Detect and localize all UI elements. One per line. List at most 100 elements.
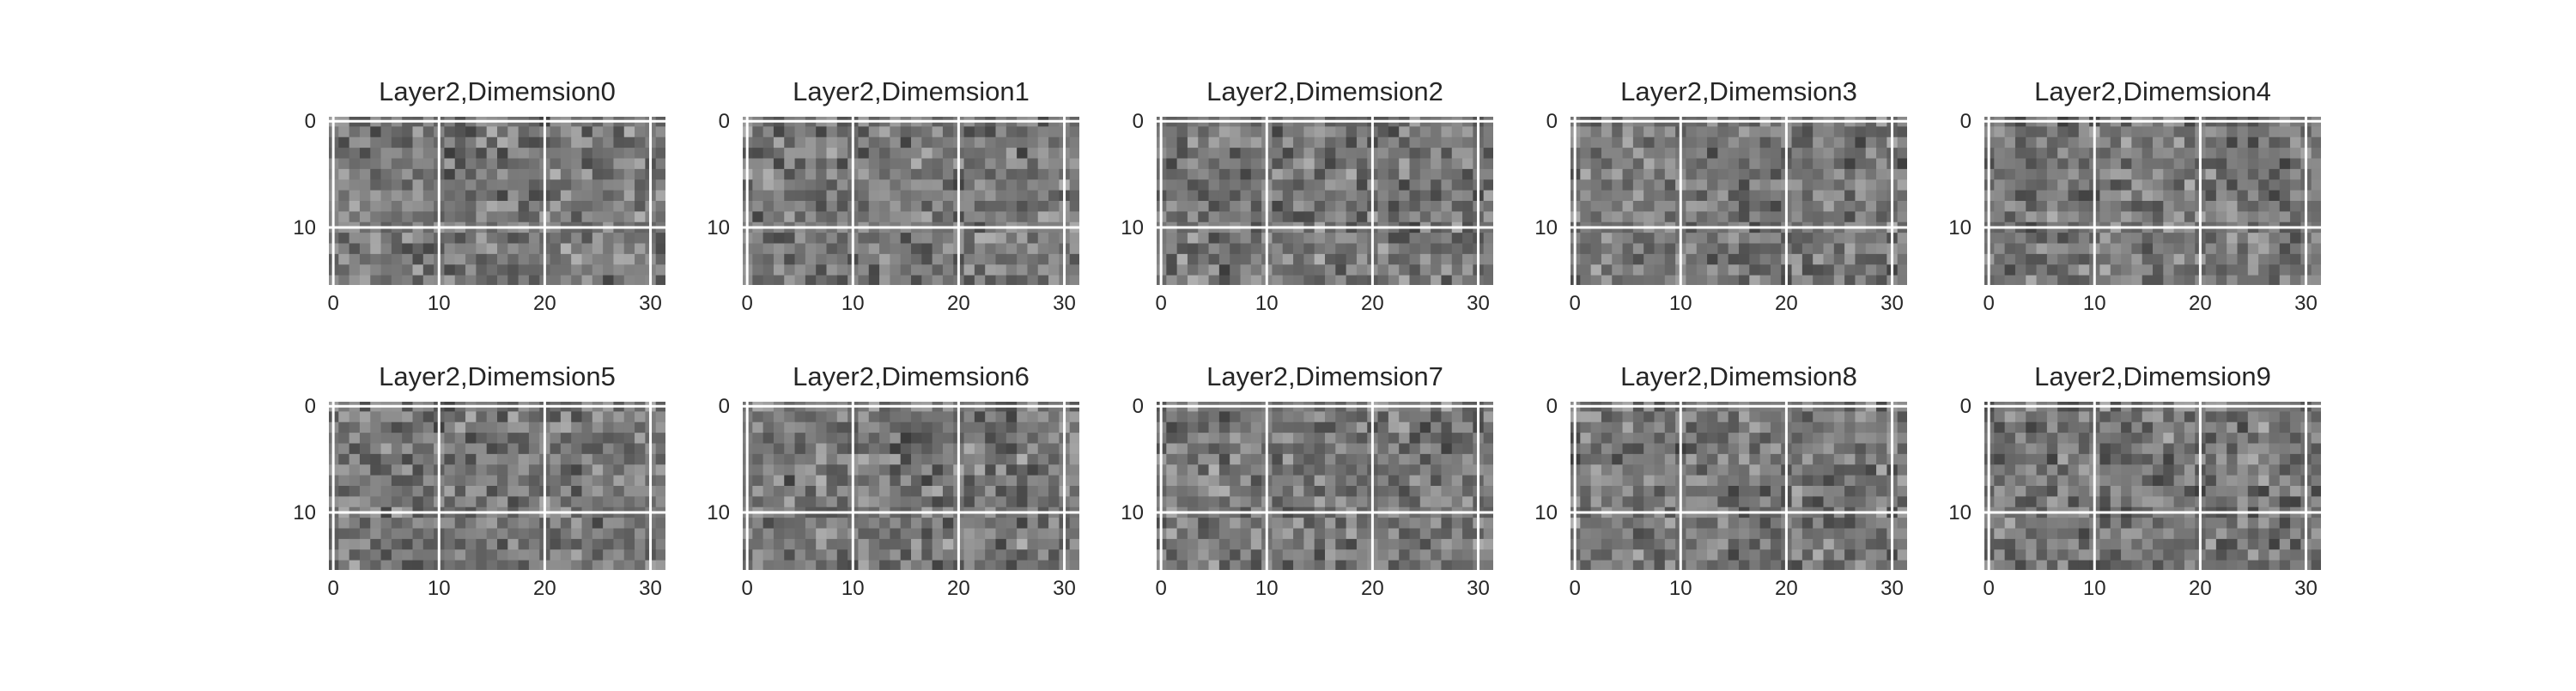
heatmap-cell — [1048, 561, 1060, 572]
heatmap-cell — [582, 169, 593, 180]
y-tick-label: 10 — [1121, 501, 1144, 524]
heatmap-cell — [519, 276, 530, 287]
heatmap-cell — [901, 126, 912, 137]
heatmap-cell — [1771, 444, 1782, 455]
heatmap-cell — [879, 137, 890, 149]
heatmap-cell — [2290, 444, 2301, 455]
heatmap-cell — [2047, 411, 2058, 422]
y-tick-label: 10 — [707, 216, 730, 239]
heatmap-cell — [795, 233, 806, 244]
heatmap-cell — [1198, 539, 1209, 550]
heatmap-cell — [1643, 211, 1655, 222]
heatmap-cell — [1166, 276, 1177, 287]
heatmap-cell — [392, 549, 403, 561]
heatmap-cell — [1357, 148, 1368, 159]
heatmap-cell — [1017, 276, 1028, 287]
heatmap-cell — [465, 244, 477, 255]
heatmap-cell — [1230, 422, 1241, 433]
heatmap-cell — [1484, 148, 1495, 159]
heatmap-cell — [1166, 148, 1177, 159]
heatmap-cell — [1834, 464, 1845, 476]
heatmap-cell — [402, 464, 413, 476]
heatmap-cell — [582, 411, 593, 422]
heatmap-cell — [1898, 264, 1909, 276]
heatmap-cell — [1802, 264, 1814, 276]
heatmap-cell — [2312, 264, 2323, 276]
heatmap-cell — [1219, 422, 1230, 433]
heatmap-cell — [2131, 433, 2142, 444]
heatmap-cell — [1038, 137, 1049, 149]
heatmap-cell — [561, 549, 572, 561]
heatmap-cell — [911, 422, 922, 433]
heatmap-cell — [1728, 159, 1740, 170]
heatmap-cell — [2227, 244, 2238, 255]
heatmap-cell — [1431, 264, 1442, 276]
heatmap-cell — [613, 159, 624, 170]
heatmap-cell — [1834, 411, 1845, 422]
heatmap-cell — [1612, 539, 1623, 550]
heatmap-cell — [837, 476, 848, 487]
heatmap-cell — [2290, 244, 2301, 255]
heatmap-cell — [349, 264, 361, 276]
heatmap-cell — [1749, 276, 1760, 287]
heatmap-cell — [1017, 264, 1028, 276]
heatmap-cell — [476, 169, 487, 180]
heatmap-cell — [921, 464, 933, 476]
heatmap-cell — [1017, 539, 1028, 550]
heatmap-cell — [1697, 539, 1708, 550]
heatmap-cell — [1697, 496, 1708, 507]
heatmap-cell — [1420, 422, 1431, 433]
heatmap-cell — [1866, 411, 1877, 422]
heatmap-cell — [360, 264, 371, 276]
heatmap-cell — [1283, 496, 1294, 507]
heatmap-cell — [349, 233, 361, 244]
heatmap-cell — [1272, 411, 1283, 422]
heatmap-cell — [1017, 518, 1028, 529]
heatmap-cell — [413, 539, 424, 550]
heatmap-cell — [879, 159, 890, 170]
panel-title: Layer2,Dimemsion6 — [793, 361, 1030, 391]
heatmap-cell — [381, 444, 392, 455]
heatmap-cell — [455, 464, 466, 476]
heatmap-cell — [827, 464, 838, 476]
heatmap-cell — [402, 411, 413, 422]
heatmap-cell — [1697, 244, 1708, 255]
heatmap-cell — [1760, 549, 1771, 561]
heatmap-cell — [1209, 476, 1220, 487]
heatmap-cell — [1027, 486, 1038, 497]
heatmap-cell — [1855, 464, 1866, 476]
heatmap-cell — [507, 454, 519, 465]
heatmap-cell — [1166, 201, 1177, 212]
heatmap-cell — [2227, 137, 2238, 149]
heatmap-cell — [1643, 148, 1655, 159]
heatmap-cell — [2227, 211, 2238, 222]
heatmap-cell — [1844, 476, 1856, 487]
heatmap-cell — [2037, 233, 2048, 244]
heatmap-cell — [1241, 169, 1252, 180]
heatmap-cell — [2269, 179, 2280, 191]
heatmap-cell — [571, 211, 582, 222]
heatmap-cell — [1420, 126, 1431, 137]
heatmap-cell — [1760, 476, 1771, 487]
heatmap-cell — [1633, 169, 1644, 180]
heatmap-cell — [592, 539, 604, 550]
heatmap-cell — [1251, 561, 1262, 572]
heatmap-cell — [455, 549, 466, 561]
heatmap-cell — [1303, 411, 1315, 422]
heatmap-cell — [1484, 444, 1495, 455]
heatmap-cell — [1346, 518, 1358, 529]
heatmap-cell — [1484, 464, 1495, 476]
heatmap-cell — [1230, 549, 1241, 561]
heatmap-cell — [349, 539, 361, 550]
heatmap-cell — [2280, 433, 2291, 444]
heatmap-cell — [784, 444, 795, 455]
heatmap-cell — [837, 422, 848, 433]
heatmap-cell — [1665, 179, 1676, 191]
heatmap-cell — [816, 454, 827, 465]
heatmap-cell — [1612, 126, 1623, 137]
heatmap-cell — [879, 179, 890, 191]
heatmap-cell — [2312, 254, 2323, 265]
heatmap-cell — [1643, 486, 1655, 497]
heatmap-cell — [964, 496, 975, 507]
heatmap-cell — [1665, 561, 1676, 572]
